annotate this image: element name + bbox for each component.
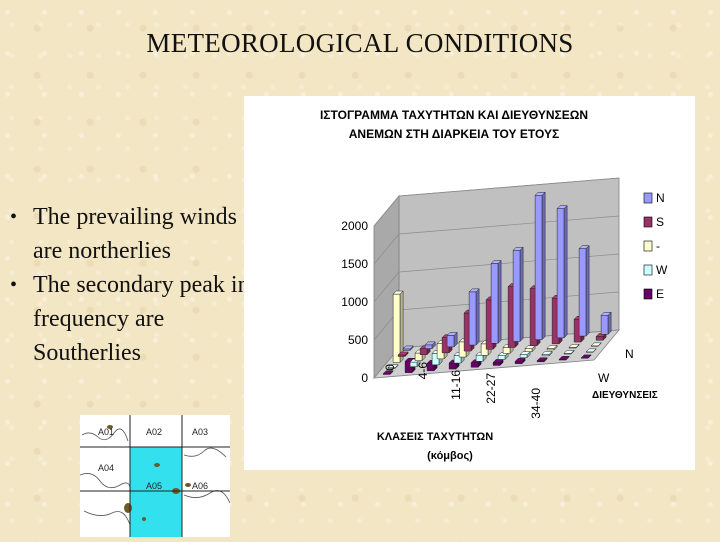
z-tick-label: N bbox=[625, 347, 634, 361]
x-tick-label: 34-40 bbox=[529, 388, 543, 419]
bar-front bbox=[520, 355, 527, 358]
chart-title-line-2: ΑΝΕΜΩΝ ΣΤΗ ΔΙΑΡΚΕΙΑ ΤΟΥ ΕΤΟΥΣ bbox=[349, 127, 559, 141]
legend-label-N: N bbox=[656, 191, 665, 205]
y-tick-label: 500 bbox=[348, 333, 368, 347]
y-tick-label: 2000 bbox=[341, 219, 368, 233]
bar-front bbox=[535, 195, 542, 339]
y-tick-label: 0 bbox=[361, 371, 368, 385]
y-tick-label: 1000 bbox=[341, 295, 368, 309]
x-tick-label: 4-6 bbox=[416, 362, 430, 380]
bar-front bbox=[515, 361, 522, 363]
legend-swatch-N bbox=[644, 193, 652, 203]
bar-N-7-10 bbox=[469, 289, 479, 345]
x-axis-title: ΚΛΑΣΕΙΣ ΤΑΧΥΤΗΤΩΝ bbox=[377, 431, 493, 443]
bar-front bbox=[393, 294, 400, 362]
bar-front bbox=[491, 263, 498, 343]
bar-front bbox=[503, 347, 510, 353]
bar-front bbox=[525, 349, 532, 352]
bar-front bbox=[420, 349, 427, 355]
bullet-dot: • bbox=[10, 200, 17, 234]
bar-N-41-47 bbox=[601, 312, 611, 334]
bar-front bbox=[471, 363, 478, 368]
bar-side bbox=[476, 289, 479, 345]
bar-N-4-6 bbox=[447, 332, 457, 346]
bar-N-34-40 bbox=[579, 246, 589, 336]
legend-swatch-S bbox=[644, 217, 652, 227]
bullet-list: • The prevailing winds are northerlies • T… bbox=[10, 200, 250, 370]
wind-histogram-chart: ΙΣΤΟΓΡΑΜΜΑ ΤΑΧΥΤΗΤΩΝ ΚΑΙ ΔΙΕΥΘΥΝΣΕΩΝ ΑΝΕ… bbox=[244, 96, 695, 470]
bullet-dot: • bbox=[10, 268, 17, 302]
bar-front bbox=[579, 249, 586, 336]
bar-N-22-27 bbox=[535, 192, 545, 339]
bar-N-28-33 bbox=[557, 206, 567, 338]
bar-N-17-21 bbox=[513, 247, 523, 341]
legend-label--: - bbox=[656, 239, 660, 253]
legend-label-W: W bbox=[656, 263, 668, 277]
map-cell-label: A02 bbox=[146, 427, 162, 437]
bar-N-11-16 bbox=[491, 260, 501, 343]
x-tick-label: 22-27 bbox=[484, 373, 498, 404]
bar-front bbox=[449, 363, 456, 369]
bar-front bbox=[557, 209, 564, 338]
bar-front bbox=[469, 292, 476, 345]
y-tick-label: 1500 bbox=[341, 257, 368, 271]
z-axis-title: ΔΙΕΥΘΥΝΣΕΙΣ bbox=[592, 390, 658, 401]
grid-map: A01 A02 A03 A04 A05 A06 bbox=[80, 415, 230, 537]
x-tick-label: 0 bbox=[383, 364, 397, 371]
bar-side bbox=[586, 246, 589, 336]
map-cell-label: A01 bbox=[98, 427, 114, 437]
map-cell-label: A05 bbox=[146, 481, 162, 491]
legend-swatch-- bbox=[644, 241, 652, 251]
chart-panel: ΙΣΤΟΓΡΑΜΜΑ ΤΑΧΥΤΗΤΩΝ ΚΑΙ ΔΙΕΥΘΥΝΣΕΩΝ ΑΝΕ… bbox=[244, 96, 695, 470]
map-cell-label: A04 bbox=[98, 463, 114, 473]
legend: NS - WE bbox=[644, 191, 668, 301]
x-tick-label: 11-16 bbox=[449, 370, 463, 400]
bullet-text: The prevailing winds are northerlies bbox=[33, 204, 237, 264]
bullet-text: The secondary peak in frequency are Sout… bbox=[33, 272, 250, 366]
x-axis-unit: (κόμβος) bbox=[427, 450, 473, 462]
bar-side bbox=[608, 312, 611, 334]
legend-label-S: S bbox=[656, 215, 664, 229]
bar-side bbox=[520, 247, 523, 341]
bar-front bbox=[601, 315, 608, 334]
bar-front bbox=[513, 250, 520, 341]
bar-front bbox=[493, 362, 500, 365]
bar-front bbox=[476, 355, 483, 361]
legend-label-E: E bbox=[656, 287, 664, 301]
bar-side bbox=[542, 192, 545, 339]
bar-front bbox=[447, 335, 454, 346]
bar-side bbox=[498, 260, 501, 343]
bar-front bbox=[498, 356, 505, 360]
bullet-item: • The secondary peak in frequency are Sou… bbox=[10, 268, 250, 370]
bullet-item: • The prevailing winds are northerlies bbox=[10, 200, 250, 268]
map-thumbnail: A01 A02 A03 A04 A05 A06 bbox=[80, 415, 230, 537]
map-cell-label: A03 bbox=[192, 427, 208, 437]
chart-title-line-1: ΙΣΤΟΓΡΑΜΜΑ ΤΑΧΥΤΗΤΩΝ ΚΑΙ ΔΙΕΥΘΥΝΣΕΩΝ bbox=[320, 108, 588, 122]
map-cell-label: A06 bbox=[192, 481, 208, 491]
y-axis-ticks: 0 500 1000 1500 2000 bbox=[341, 219, 368, 385]
z-tick-label: W bbox=[598, 371, 610, 385]
slide-title: METEOROLOGICAL CONDITIONS bbox=[0, 28, 720, 59]
legend-swatch-W bbox=[644, 265, 652, 275]
bar-front bbox=[596, 336, 603, 340]
bar-side bbox=[564, 206, 567, 338]
legend-swatch-E bbox=[644, 289, 652, 299]
bar-front bbox=[425, 345, 432, 349]
